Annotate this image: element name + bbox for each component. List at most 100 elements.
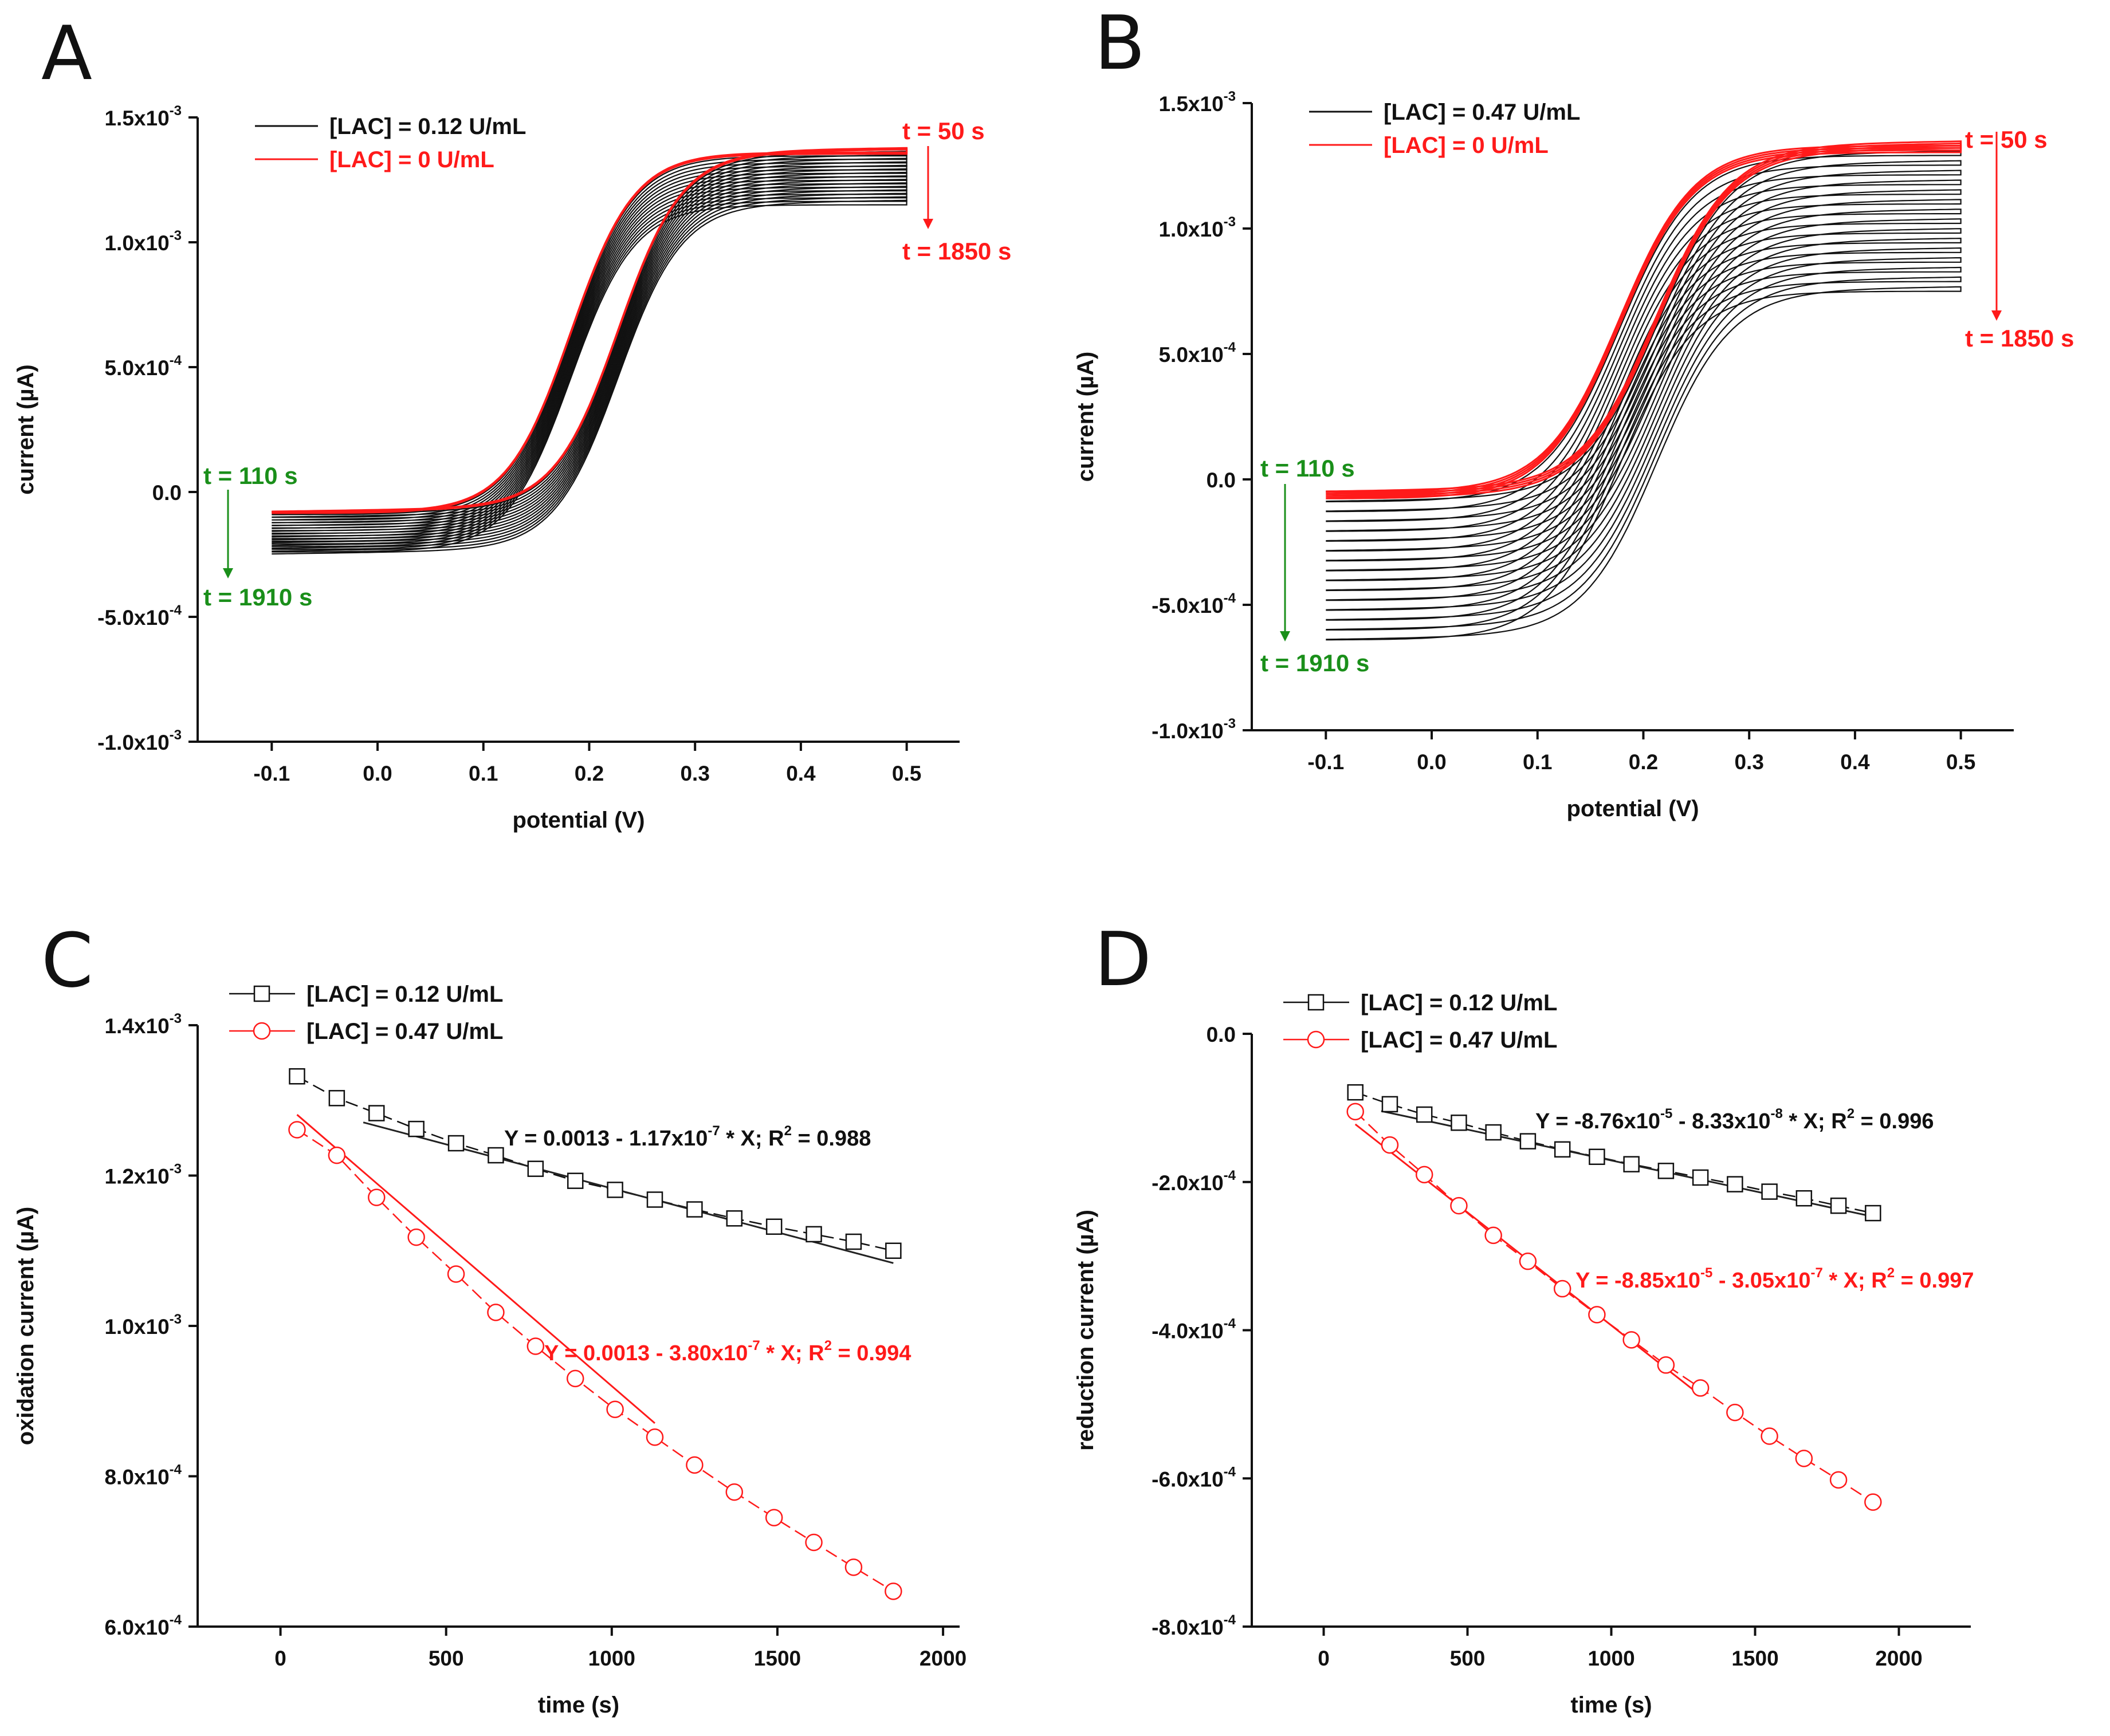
x-tick-label: 0.3 <box>1734 750 1763 774</box>
data-point <box>1657 1163 1675 1179</box>
y-tick-label: -2.0x10-4 <box>1152 1168 1236 1195</box>
x-tick-label: 1000 <box>1588 1647 1634 1670</box>
ox-end-label: t = 1850 s <box>1965 325 2074 352</box>
data-point <box>1692 1169 1709 1186</box>
data-point <box>1829 1471 1848 1489</box>
cv-cycle-black <box>272 186 907 544</box>
data-point <box>447 1135 465 1152</box>
cv-cycle-black <box>272 168 907 529</box>
x-axis-label: potential (V) <box>512 808 645 833</box>
x-tick-label: 500 <box>429 1647 464 1670</box>
data-point <box>447 1265 465 1283</box>
legend-label: [LAC] = 0.47 U/mL <box>1384 100 1580 125</box>
x-tick-label: 0.4 <box>786 762 816 785</box>
data-point <box>407 1228 425 1246</box>
data-point <box>765 1218 783 1235</box>
data-point <box>805 1533 823 1552</box>
data-point <box>885 1242 902 1259</box>
cv-cycle-black <box>272 199 907 555</box>
x-tick-label: 0 <box>1318 1647 1330 1670</box>
x-tick-label: 1500 <box>754 1647 801 1670</box>
y-axis-label: current (µA) <box>13 364 38 495</box>
legend-label: [LAC] = 0.12 U/mL <box>329 114 526 139</box>
legend-label: [LAC] = 0.47 U/mL <box>307 1019 503 1044</box>
cv-cycle-black <box>1326 218 1962 572</box>
y-tick-label: 0.0 <box>1207 469 1236 492</box>
y-tick-label: 5.0x10-4 <box>1158 340 1236 367</box>
cv-cycle-black <box>1326 286 1962 641</box>
series-high-lac <box>1346 1103 1882 1511</box>
fit-equation: Y = -8.76x10-5 - 8.33x10-8 * X; R2 = 0.9… <box>1535 1106 1934 1133</box>
x-tick-label: -0.1 <box>253 762 290 785</box>
ox-arrow-head <box>1991 310 2002 321</box>
data-point <box>885 1583 902 1600</box>
y-tick-label: 1.0x10-3 <box>104 1312 182 1339</box>
cv-cycle-black <box>1326 266 1962 621</box>
data-point <box>328 1090 345 1107</box>
data-point <box>646 1428 664 1446</box>
cv-curves <box>1326 140 1962 641</box>
data-point <box>725 1483 744 1501</box>
cv-cycle-black <box>1326 170 1962 522</box>
x-tick-label: 0.5 <box>1946 750 1975 774</box>
series-low-lac <box>1347 1084 1881 1222</box>
cv-cycle-black <box>272 164 907 526</box>
x-tick-label: 0.3 <box>680 762 709 785</box>
y-tick-label: 1.5x10-3 <box>104 103 182 130</box>
panel-label: B <box>1094 0 1145 86</box>
data-point <box>1795 1190 1813 1207</box>
data-point <box>1727 1176 1743 1192</box>
legend-label: [LAC] = 0.12 U/mL <box>1361 990 1557 1015</box>
cv-cycle-black <box>272 158 907 521</box>
red-arrow-head <box>223 568 233 578</box>
cv-cycle-black <box>1326 247 1962 601</box>
data-point <box>288 1121 306 1139</box>
y-axis-label: oxidation current (µA) <box>13 1207 38 1445</box>
cv-cycle-black <box>272 192 907 549</box>
red-arrow-head <box>1280 631 1290 641</box>
y-tick-label: 5.0x10-4 <box>104 353 182 380</box>
data-point <box>1657 1356 1675 1374</box>
panel-b: B -0.1 0.0 0.1 0.2 0.3 0.4 0.5 -1.0x10-3 -5.0x10-… <box>1073 0 2074 821</box>
y-tick-label: 1.2x10-3 <box>104 1162 182 1188</box>
panel-label: C <box>41 917 93 1004</box>
data-point <box>1519 1133 1537 1150</box>
data-point <box>606 1400 624 1418</box>
legend-marker <box>1307 1030 1325 1049</box>
cv-cycle-black <box>272 171 907 532</box>
y-tick-label: 8.0x10-4 <box>104 1462 182 1489</box>
data-point <box>1588 1306 1606 1324</box>
data-point <box>1761 1183 1778 1200</box>
panel-a: A -0.1 0.0 0.1 0.2 0.3 0.4 0.5 -1.0x10-3 -5.0x10-… <box>13 10 1011 833</box>
x-tick-label: 2000 <box>1875 1647 1922 1670</box>
data-point <box>1795 1450 1813 1467</box>
x-tick-label: 0.5 <box>892 762 921 785</box>
data-point <box>1484 1226 1502 1245</box>
x-tick-label: -0.1 <box>1307 750 1344 774</box>
cv-cycle-black <box>272 175 907 535</box>
y-tick-label: 6.0x10-4 <box>104 1612 182 1639</box>
legend-label: [LAC] = 0.47 U/mL <box>1361 1028 1557 1053</box>
cv-cycle-red <box>1326 142 1962 495</box>
data-point <box>1691 1379 1710 1397</box>
fit-equation: Y = 0.0013 - 3.80x10-7 * X; R2 = 0.994 <box>544 1338 911 1365</box>
data-point <box>1864 1493 1882 1511</box>
y-tick-label: 1.5x10-3 <box>1158 89 1236 116</box>
cv-cycle-black <box>1326 189 1962 542</box>
data-point <box>408 1120 425 1137</box>
cv-cycle-black <box>1326 276 1962 631</box>
cv-cycle-red <box>1326 147 1962 499</box>
y-tick-label: 1.0x10-3 <box>104 228 182 255</box>
data-point <box>1347 1084 1364 1101</box>
ox-end-label: t = 1850 s <box>902 238 1011 265</box>
cv-cycle-black <box>1326 228 1962 581</box>
cv-cycle-black <box>272 182 907 541</box>
data-point <box>1589 1148 1605 1166</box>
series-low-lac <box>289 1068 902 1264</box>
data-point <box>686 1456 704 1474</box>
data-point <box>1381 1136 1399 1154</box>
ox-start-label: t = 50 s <box>1965 126 2048 153</box>
data-point <box>1485 1124 1502 1141</box>
x-tick-label: 0.0 <box>1417 750 1446 774</box>
